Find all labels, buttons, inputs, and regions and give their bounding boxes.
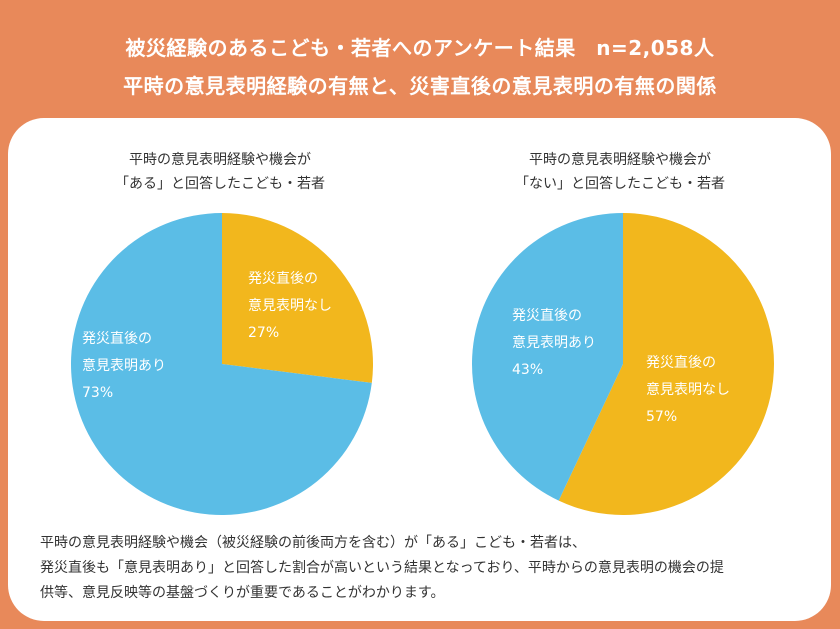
left-pie-caption: 平時の意見表明経験や機会が 「ある」と回答したこども・若者 <box>70 148 370 196</box>
left-pie-slice-yes-label-line: 発災直後の <box>82 330 152 347</box>
right-pie-slice-no-label-line: 意見表明なし <box>646 381 730 398</box>
left-pie-caption-line1: 平時の意見表明経験や機会が <box>129 152 311 168</box>
right-pie-slice-yes-label-line: 発災直後の <box>512 307 582 324</box>
header-subtitle: 平時の意見表明経験の有無と、災害直後の意見表明の有無の関係 <box>123 74 717 98</box>
left-pie-slice-yes-value-label: 73% <box>82 385 113 401</box>
left-pie-slice-no-label-line: 意見表明なし <box>248 297 332 314</box>
right-pie-slice-yes <box>471 213 623 501</box>
summary-line-2: 発災直後も「意見表明あり」と回答した割合が高いという結果となっており、平時からの… <box>40 560 724 576</box>
right-pie-slice-no <box>558 213 775 515</box>
left-pie-slice-yes-label-line: 意見表明あり <box>82 357 166 374</box>
summary-line-3: 供等、意見反映等の基盤づくりが重要であることがわかります。 <box>40 585 445 601</box>
header-title: 被災経験のあるこども・若者へのアンケート結果 n=2,058人 <box>125 36 715 60</box>
summary-text: 平時の意見表明経験や機会（被災経験の前後両方を含む）が「ある」こども・若者は、 … <box>40 531 810 606</box>
left-pie-slice-no-label-line: 発災直後の <box>248 270 318 287</box>
left-pie-caption-line2: 「ある」と回答したこども・若者 <box>115 176 325 192</box>
right-pie-slice-yes-label-line: 意見表明あり <box>512 334 596 351</box>
left-pie-slice-yes <box>71 213 372 515</box>
left-pie-slice-no-value-label: 27% <box>248 325 279 341</box>
right-pie-slice-yes-value-label: 43% <box>512 362 543 378</box>
right-pie-slice-no-label-line: 発災直後の <box>646 354 716 371</box>
right-pie-caption: 平時の意見表明経験や機会が 「ない」と回答したこども・若者 <box>470 148 770 196</box>
right-pie-caption-line1: 平時の意見表明経験や機会が <box>529 152 711 168</box>
right-pie-caption-line2: 「ない」と回答したこども・若者 <box>515 176 725 192</box>
left-pie-slice-no <box>222 213 373 383</box>
right-pie-slice-no-value-label: 57% <box>646 409 677 425</box>
header-banner: 被災経験のあるこども・若者へのアンケート結果 n=2,058人 平時の意見表明経… <box>0 0 840 118</box>
summary-line-1: 平時の意見表明経験や機会（被災経験の前後両方を含む）が「ある」こども・若者は、 <box>40 535 586 551</box>
